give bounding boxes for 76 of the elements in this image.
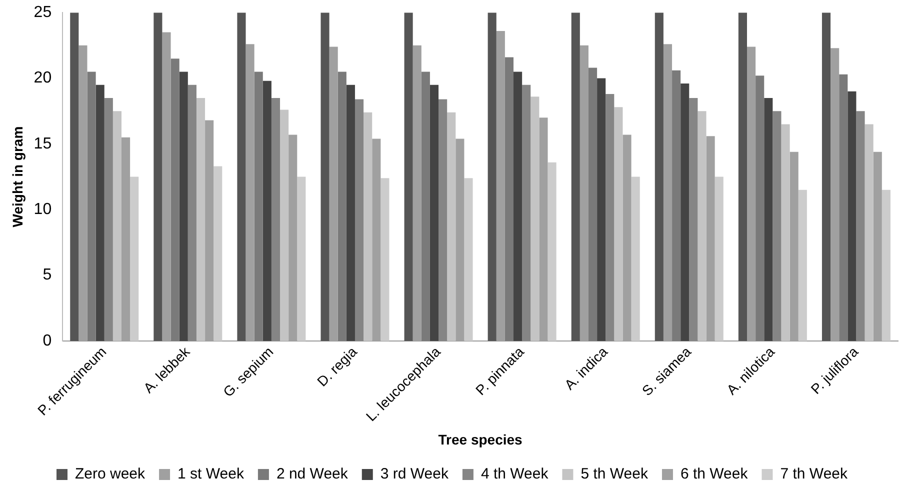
legend-label: Zero week	[75, 466, 146, 483]
bar	[571, 12, 580, 341]
bar	[262, 80, 272, 341]
bar	[271, 98, 280, 341]
bar	[680, 84, 690, 341]
bar	[87, 72, 96, 341]
bar	[188, 84, 196, 341]
bar	[504, 57, 514, 341]
bar	[689, 98, 698, 341]
bar	[154, 12, 162, 341]
bar	[614, 107, 623, 341]
legend-label: 7 th Week	[780, 466, 848, 483]
bar	[798, 190, 807, 341]
y-axis-title: Weight in gram	[9, 126, 26, 228]
y-tick-label: 15	[34, 135, 52, 152]
bar	[430, 84, 439, 341]
bar	[548, 162, 556, 341]
bar	[254, 72, 263, 341]
legend-label: 2 nd Week	[276, 466, 348, 483]
legend-label: 5 th Week	[580, 466, 648, 483]
bar	[882, 190, 890, 341]
y-tick-label: 25	[34, 4, 52, 22]
bar	[672, 70, 681, 341]
bar	[714, 176, 724, 341]
bar	[380, 178, 390, 341]
bar	[488, 12, 496, 341]
bar	[514, 72, 522, 341]
bar	[530, 96, 540, 341]
bar	[421, 72, 430, 341]
bar	[297, 176, 306, 341]
bar	[522, 84, 531, 341]
x-axis-title: Tree species	[438, 431, 523, 448]
bar	[597, 78, 606, 341]
bar	[364, 112, 372, 341]
bar	[631, 176, 640, 341]
bar	[404, 12, 413, 341]
bar	[764, 98, 773, 341]
bar	[864, 124, 874, 341]
bar	[237, 12, 246, 341]
bar	[96, 84, 104, 341]
bar	[214, 166, 222, 341]
y-tick-label: 5	[42, 266, 52, 284]
bar	[438, 99, 448, 341]
bar	[738, 12, 747, 341]
y-tick-label: 20	[34, 70, 52, 87]
bar	[104, 98, 113, 341]
bar	[756, 76, 764, 341]
bar	[464, 178, 473, 341]
bar	[447, 112, 456, 341]
bar	[70, 12, 79, 341]
bar	[822, 12, 831, 341]
bar	[772, 111, 782, 341]
legend-label: 4 th Week	[480, 466, 549, 483]
bar	[848, 91, 856, 341]
legend-label: 6 th Week	[680, 466, 748, 483]
bar	[130, 176, 139, 341]
bar	[280, 110, 289, 341]
bar	[354, 99, 364, 341]
bar	[856, 111, 865, 341]
y-tick-label: 0	[42, 332, 52, 350]
bar	[179, 72, 188, 341]
bar	[606, 94, 614, 341]
bar	[112, 111, 122, 341]
y-tick-label: 10	[34, 201, 52, 218]
bar	[781, 124, 790, 341]
bar	[839, 74, 848, 341]
legend-label: 1 st Week	[178, 466, 244, 483]
bar	[170, 58, 180, 341]
bar	[698, 111, 706, 341]
bar	[346, 84, 355, 341]
bar	[654, 12, 664, 341]
bar	[320, 12, 330, 341]
bar	[196, 98, 206, 341]
bar	[338, 72, 346, 341]
bar	[588, 68, 598, 341]
legend-label: 3 rd Week	[380, 466, 449, 483]
